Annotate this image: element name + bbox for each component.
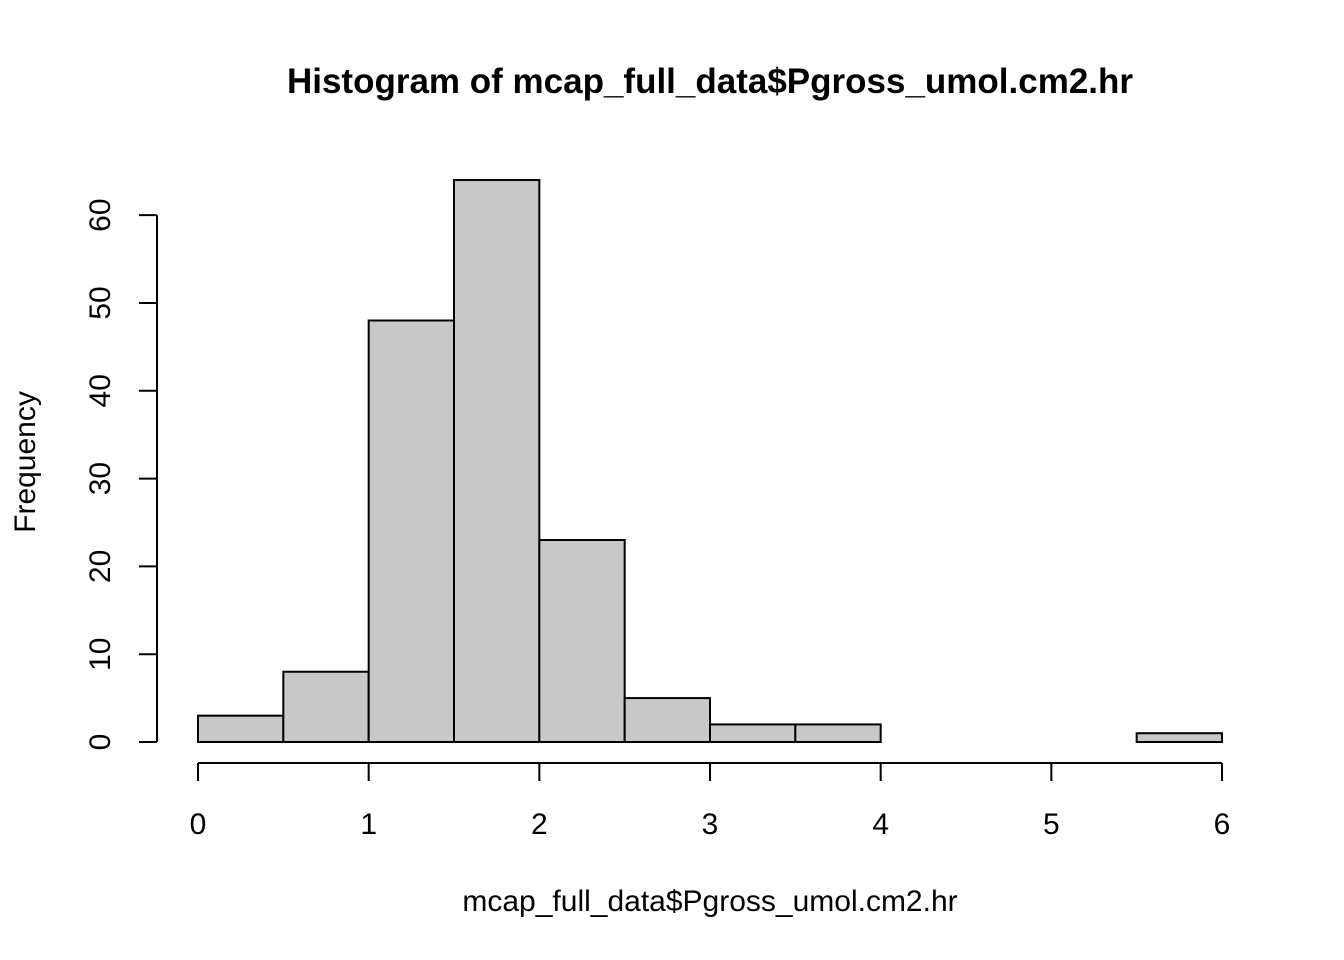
x-tick-label-4: 4 [872,808,889,841]
x-tick-label-6: 6 [1214,808,1231,841]
y-tick-label-6: 60 [84,198,117,231]
y-tick-label-0: 0 [84,734,117,751]
x-axis: 0 1 2 3 4 5 6 [190,762,1231,841]
x-tick-label-5: 5 [1043,808,1060,841]
x-tick-label-2: 2 [531,808,548,841]
x-axis-title: mcap_full_data$Pgross_umol.cm2.hr [462,885,957,918]
histogram-bar-4 [538,539,626,743]
histogram-bar-2 [367,319,455,743]
histogram-bar-5 [623,697,712,743]
chart-title: Histogram of mcap_full_data$Pgross_umol.… [287,62,1133,101]
histogram-bar-1 [282,670,370,743]
x-tick-label-3: 3 [702,808,719,841]
y-tick-label-2: 20 [84,550,117,583]
x-tick-label-1: 1 [360,808,377,841]
y-axis-title: Frequency [9,391,42,533]
y-tick-label-5: 50 [84,286,117,319]
histogram-bar-3 [453,179,541,743]
bars-group [197,179,1223,743]
histogram-bar-11 [1135,732,1223,743]
y-tick-label-3: 30 [84,462,117,495]
histogram-bar-0 [197,714,285,743]
y-tick-label-1: 10 [84,638,117,671]
x-tick-label-0: 0 [190,808,207,841]
histogram-bar-6 [709,723,797,743]
histogram-bar-7 [794,723,882,743]
y-axis: 0 10 20 30 40 50 60 [84,198,158,751]
y-tick-label-4: 40 [84,374,117,407]
